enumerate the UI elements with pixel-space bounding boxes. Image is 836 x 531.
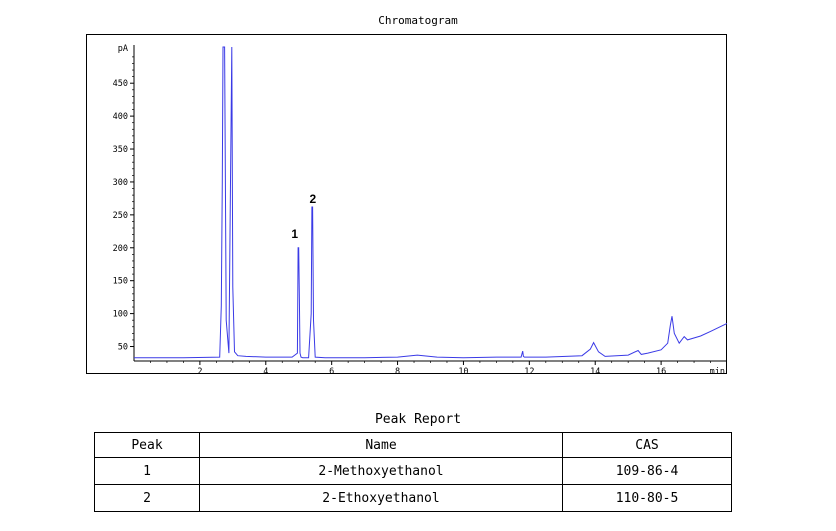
y-tick-label: 150: [113, 277, 128, 287]
peak-cell: 2: [94, 484, 200, 512]
name-cell: 2-Ethoxyethanol: [199, 484, 563, 512]
x-tick-label: 6: [329, 367, 334, 374]
table-header-row: Peak Name CAS: [94, 432, 732, 458]
peak-cell: 1: [94, 457, 200, 485]
x-tick-label: 16: [656, 367, 666, 374]
x-tick-label: 12: [524, 367, 534, 374]
table-row: 2 2-Ethoxyethanol 110-80-5: [94, 484, 732, 512]
peak-label: 2: [310, 192, 317, 206]
y-unit-label: pA: [118, 44, 128, 54]
y-tick-label: 400: [113, 112, 128, 122]
cas-cell: 110-80-5: [562, 484, 732, 512]
column-header-name: Name: [199, 432, 563, 458]
cas-cell: 109-86-4: [562, 457, 732, 485]
y-tick-label: 50: [118, 343, 128, 353]
y-tick-label: 250: [113, 211, 128, 221]
plot-frame: [86, 34, 727, 374]
x-tick-label: 8: [395, 367, 400, 374]
y-tick-label: 300: [113, 178, 128, 188]
y-tick-label: 100: [113, 310, 128, 320]
chart-title: Chromatogram: [378, 14, 458, 27]
peak-report-table: Peak Name CAS 1 2-Methoxyethanol 109-86-…: [94, 432, 732, 512]
x-tick-label: 4: [263, 367, 268, 374]
column-header-cas: CAS: [562, 432, 732, 458]
x-tick-label: 2: [197, 367, 202, 374]
name-cell: 2-Methoxyethanol: [199, 457, 563, 485]
x-unit-label: min: [710, 367, 725, 374]
y-tick-label: 450: [113, 79, 128, 89]
table-row: 1 2-Methoxyethanol 109-86-4: [94, 457, 732, 485]
peak-report-title: Peak Report: [374, 412, 462, 427]
x-tick-label: 14: [590, 367, 600, 374]
column-header-peak: Peak: [94, 432, 200, 458]
chromatogram-trace: [134, 46, 727, 359]
x-tick-label: 10: [458, 367, 468, 374]
y-tick-label: 350: [113, 145, 128, 155]
peak-label: 1: [291, 227, 298, 241]
y-tick-label: 200: [113, 244, 128, 254]
